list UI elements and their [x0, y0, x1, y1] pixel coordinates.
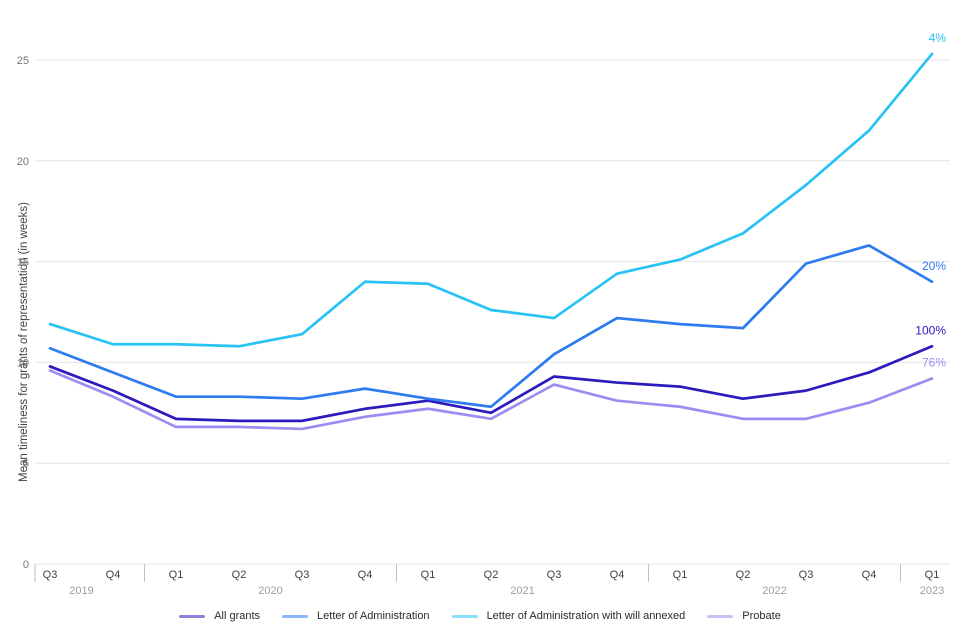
legend-swatch-icon — [451, 614, 478, 618]
x-quarter-label: Q3 — [295, 569, 310, 581]
y-tick-label: 25 — [17, 55, 29, 67]
legend-item-all-grants[interactable]: All grants — [179, 610, 260, 622]
x-quarter-label: Q3 — [547, 569, 562, 581]
x-quarter-label: Q3 — [799, 569, 814, 581]
legend-item-letter-of-administration-with-will-annexed[interactable]: Letter of Administration with will annex… — [451, 610, 686, 622]
series-line-all-grants — [48, 344, 934, 423]
x-quarter-label: Q1 — [421, 569, 436, 581]
x-quarter-label: Q3 — [43, 569, 58, 581]
legend-swatch-icon — [282, 614, 309, 618]
x-year-label: 2021 — [510, 585, 534, 597]
series-end-label-letter-of-administration: 20% — [922, 259, 946, 273]
x-quarter-label: Q4 — [862, 569, 877, 581]
series-line-letter-of-administration — [48, 244, 934, 409]
legend-label: All grants — [214, 610, 261, 622]
x-year-label: 2020 — [258, 585, 282, 597]
x-quarter-label: Q1 — [673, 569, 688, 581]
plot-area: 0 5 10 15 20 25 Q3 Q4 Q1 Q2 Q3 Q4 Q1 Q2 Q3 Q4 Q1 Q2 Q3 Q4 Q1… — [17, 31, 950, 597]
x-year-label: 2022 — [762, 585, 786, 597]
series-end-label-probate: 76% — [922, 356, 946, 370]
legend-label: Probate — [742, 610, 781, 622]
y-axis-title: Mean timeliness for grants of representa… — [18, 202, 30, 482]
x-quarter-label: Q4 — [610, 569, 625, 581]
x-quarter-label: Q1 — [925, 569, 940, 581]
series-end-label-letter-of-administration-with-will-annexed: 4% — [929, 31, 947, 45]
x-quarter-label: Q2 — [736, 569, 751, 581]
series-line-probate — [48, 369, 934, 431]
legend-label: Letter of Administration with will annex… — [486, 610, 686, 622]
legend-swatch-icon — [707, 614, 734, 618]
legend-item-letter-of-administration[interactable]: Letter of Administration — [282, 610, 430, 622]
x-year-label: 2019 — [69, 585, 93, 597]
x-quarter-label: Q2 — [484, 569, 499, 581]
y-tick-label: 15 — [17, 257, 29, 269]
x-quarter-label: Q1 — [169, 569, 184, 581]
y-tick-label: 20 — [17, 156, 29, 168]
legend-swatch-icon — [179, 614, 206, 618]
y-tick-label: 0 — [23, 559, 29, 571]
series-end-label-all-grants: 100% — [915, 323, 946, 337]
series-line-letter-of-administration-with-will-annexed — [48, 52, 934, 348]
legend-label: Letter of Administration — [317, 610, 430, 622]
x-quarter-label: Q4 — [358, 569, 373, 581]
legend: All grants Letter of Administration Letter… — [0, 610, 960, 622]
x-year-label: 2023 — [920, 585, 944, 597]
x-quarter-label: Q2 — [232, 569, 247, 581]
y-tick-label: 5 — [23, 458, 29, 470]
legend-item-probate[interactable]: Probate — [707, 610, 781, 622]
y-tick-label: 10 — [17, 357, 29, 369]
x-quarter-label: Q4 — [106, 569, 121, 581]
